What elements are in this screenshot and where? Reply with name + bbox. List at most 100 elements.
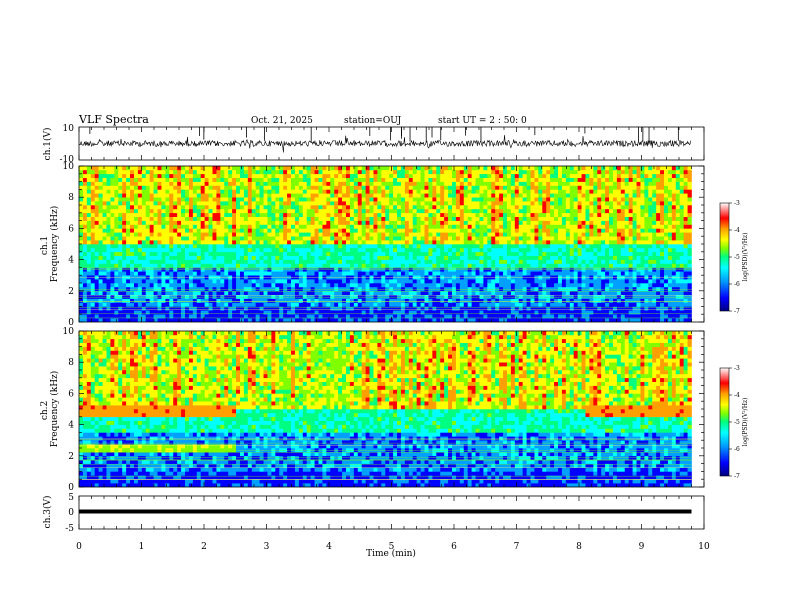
spectrogram-cell <box>526 251 531 256</box>
spectrogram-cell <box>338 208 343 214</box>
spectrogram-cell <box>196 185 202 190</box>
spectrogram-cell <box>432 247 437 253</box>
spectrogram-cell <box>522 275 527 280</box>
spectrogram-cell <box>306 263 311 268</box>
spectrogram-cell <box>161 240 166 245</box>
spectrogram-cell <box>448 189 453 194</box>
spectrogram-cell <box>310 236 315 241</box>
spectrogram-cell <box>452 259 457 264</box>
spectrogram-cell <box>220 205 225 210</box>
spectrogram-cell <box>79 263 84 268</box>
spectrogram-cell <box>165 294 170 299</box>
spectrogram-cell <box>440 251 445 256</box>
spectrogram-cell <box>196 263 202 268</box>
spectrogram-cell <box>487 220 492 225</box>
spectrogram-cell <box>169 173 174 178</box>
spectrogram-cell <box>267 212 272 217</box>
spectrogram-cell <box>204 193 209 198</box>
spectrogram-cell <box>338 310 343 315</box>
spectrogram-cell <box>361 294 366 299</box>
spectrogram-cell <box>106 286 111 292</box>
spectrogram-cell <box>224 212 229 217</box>
spectrogram-cell <box>314 205 319 210</box>
spectrogram-cell <box>554 271 559 276</box>
spectrogram-cell <box>491 318 496 322</box>
spectrogram-cell <box>530 251 535 256</box>
spectrogram-cell <box>510 216 516 221</box>
spectrogram-cell <box>440 201 445 206</box>
spectrogram-cell <box>133 271 139 276</box>
spectrogram-cell <box>444 318 449 322</box>
spectrogram-cell <box>279 208 284 214</box>
spectrogram-cell <box>471 294 476 299</box>
spectrogram-cell <box>546 298 551 303</box>
spectrogram-cell <box>334 263 339 268</box>
spectrogram-cell <box>177 259 182 264</box>
spectrogram-cell <box>330 294 335 299</box>
spectrogram-cell <box>322 294 327 299</box>
spectrogram-cell <box>334 228 339 233</box>
spectrogram-cell <box>122 224 127 229</box>
spectrogram-cell <box>283 205 288 210</box>
spectrogram-cell <box>110 247 115 253</box>
spectrogram-cell <box>506 255 512 260</box>
spectrogram-cell <box>188 208 194 214</box>
spectrogram-cell <box>487 294 492 299</box>
spectrogram-cell <box>208 189 213 194</box>
spectrogram-cell <box>452 228 457 233</box>
ch1-waveform-panel: 10 -10 ch.1(V) <box>42 124 705 165</box>
spectrogram-cell <box>114 240 119 245</box>
spectrogram-cell <box>397 193 402 198</box>
spectrogram-cell <box>90 286 96 292</box>
spectrogram-cell <box>475 318 480 322</box>
spectrogram-cell <box>538 247 543 253</box>
spectrogram-cell <box>130 286 135 292</box>
spectrogram-cell <box>342 166 347 171</box>
spectrogram-cell <box>330 275 335 280</box>
spectrogram-cell <box>157 236 162 241</box>
spectrogram-cell <box>397 205 402 210</box>
spectrogram-cell <box>287 255 292 260</box>
spectrogram-cell <box>141 240 147 245</box>
spectrogram-cell <box>542 290 547 295</box>
spectrogram-cell <box>267 173 272 178</box>
spectrogram-cell <box>208 283 213 288</box>
spectrogram-cell <box>188 189 194 194</box>
spectrogram-cell <box>287 298 292 303</box>
spectrogram-cell <box>169 283 174 288</box>
spectrogram-cell <box>506 247 512 253</box>
spectrogram-cell <box>432 189 437 194</box>
spectrogram-cell <box>220 173 225 178</box>
spectrogram-cell <box>526 283 531 288</box>
spectrogram-cell <box>283 302 288 307</box>
spectrogram-cell <box>133 177 139 182</box>
spectrogram-cell <box>291 177 296 182</box>
spectrogram-cell <box>126 232 131 237</box>
spectrogram-cell <box>149 283 154 288</box>
spectrogram-cell <box>510 228 516 233</box>
spectrogram-cell <box>542 205 547 210</box>
spectrogram-cell <box>408 283 414 288</box>
spectrogram-cell <box>459 201 465 206</box>
spectrogram-cell <box>530 169 535 175</box>
spectrogram-cell <box>200 169 205 175</box>
spectrogram-cell <box>145 271 150 276</box>
spectrogram-cell <box>377 275 382 280</box>
spectrogram-cell <box>275 263 280 268</box>
spectrogram-cell <box>306 216 311 221</box>
spectrogram-cell <box>310 275 315 280</box>
spectrogram-cell <box>432 286 437 292</box>
spectrogram-cell <box>420 193 425 198</box>
spectrogram-cell <box>306 314 311 319</box>
spectrogram-cell <box>534 263 539 268</box>
spectrogram-cell <box>118 302 123 307</box>
spectrogram-cell <box>491 166 496 171</box>
spectrogram-cell <box>251 290 256 295</box>
spectrogram-cell <box>428 166 433 171</box>
spectrogram-cell <box>397 279 402 284</box>
spectrogram-cell <box>192 208 198 214</box>
spectrogram-cell <box>200 212 205 217</box>
spectrogram-cell <box>79 290 84 295</box>
spectrogram-cell <box>314 259 319 264</box>
spectrogram-cell <box>287 318 292 322</box>
